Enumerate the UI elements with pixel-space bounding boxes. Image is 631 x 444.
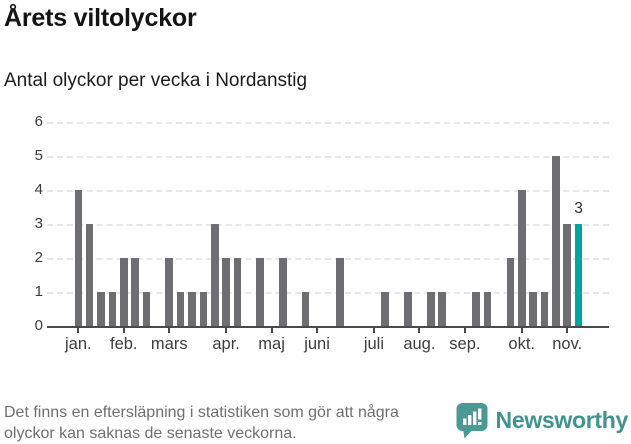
bar-week-39 — [506, 258, 515, 326]
y-axis-label-3: 3 — [34, 215, 43, 232]
page-title: Årets viltolyckor — [4, 4, 197, 32]
gridline-y-1 — [47, 292, 609, 294]
x-axis-label-feb: feb. — [110, 335, 138, 353]
newsworthy-branding: Newsworthy — [455, 401, 628, 439]
x-axis-line — [47, 326, 609, 328]
bar-chart-plot-area: jan. feb. mars apr. maj juni juli aug. sep. okt. n… — [47, 122, 609, 353]
x-axis-tick-juni — [316, 326, 319, 333]
bar-week-40 — [517, 190, 526, 326]
x-axis-tick-jan — [77, 326, 80, 333]
bar-week-21 — [301, 292, 310, 326]
gridline-y-6 — [47, 122, 609, 124]
bar-week-43 — [552, 156, 560, 326]
x-axis-label-apr: apr. — [212, 335, 240, 353]
x-axis-tick-aug — [418, 326, 421, 333]
bar-week-3 — [97, 292, 105, 326]
x-axis-tick-okt — [520, 326, 523, 333]
bar-week-37 — [483, 292, 492, 326]
bar-week-28 — [381, 292, 390, 326]
bar-week-33 — [438, 292, 446, 326]
x-axis-label-mars: mars — [150, 335, 188, 353]
chart-subtitle: Antal olyckor per vecka i Nordanstig — [4, 70, 308, 91]
bar-week-10 — [176, 292, 185, 326]
y-axis-label-0: 0 — [34, 317, 43, 334]
footnote-line-1: Det finns en eftersläpning i statistiken… — [4, 404, 399, 421]
bar-week-14 — [222, 258, 230, 326]
bar-week-1 — [74, 190, 83, 326]
x-axis-tick-apr — [225, 326, 228, 333]
bar-week-4 — [108, 292, 117, 326]
footnote-line-2: olyckor kan saknas de senaste veckorna. — [4, 425, 297, 442]
gridline-y-2 — [47, 258, 609, 260]
data-label-last-bar: 3 — [574, 200, 583, 217]
x-axis-tick-nov — [566, 326, 569, 333]
bar-week-30 — [404, 292, 412, 326]
y-axis-label-2: 2 — [34, 249, 43, 266]
x-axis-tick-juli — [372, 326, 375, 333]
x-axis-label-juli: juli — [363, 335, 384, 353]
y-axis-label-1: 1 — [34, 283, 43, 300]
bar-week-5 — [119, 258, 128, 326]
y-axis-label-6: 6 — [34, 113, 43, 130]
x-axis-label-aug: aug. — [403, 335, 436, 353]
x-axis-tick-feb — [122, 326, 125, 333]
bar-week-41 — [529, 292, 537, 326]
bar-week-44 — [563, 224, 571, 326]
bar-week-11 — [188, 292, 196, 326]
x-axis-label-jan: jan. — [64, 335, 92, 353]
x-axis-label-okt: okt. — [508, 335, 536, 353]
gridline-y-3 — [47, 224, 609, 226]
gridline-y-4 — [47, 190, 609, 192]
bar-week-6 — [131, 258, 139, 326]
bar-week-15 — [233, 258, 242, 326]
bar-week-17 — [256, 258, 264, 326]
bar-week-36 — [472, 292, 481, 326]
x-axis-tick-sep — [463, 326, 466, 333]
newsworthy-logo-icon — [456, 403, 488, 439]
bar-week-2 — [85, 224, 94, 326]
newsworthy-wordmark: Newsworthy — [495, 406, 629, 433]
bar-week-42 — [540, 292, 549, 326]
bar-week-12 — [199, 292, 208, 326]
gridline-y-5 — [47, 156, 609, 158]
bar-week-9 — [165, 258, 174, 326]
x-axis-label-maj: maj — [258, 335, 285, 353]
x-axis-tick-maj — [270, 326, 273, 333]
bar-week-13 — [210, 224, 219, 326]
bar-week-19 — [279, 258, 287, 326]
y-axis-label-5: 5 — [34, 147, 43, 164]
y-axis-label-4: 4 — [34, 181, 43, 198]
x-axis-label-sep: sep. — [449, 335, 481, 353]
bar-week-45-highlighted — [574, 224, 583, 326]
x-axis-label-nov: nov. — [552, 335, 583, 353]
bar-week-7 — [142, 292, 151, 326]
bar-week-32 — [426, 292, 435, 326]
x-axis-tick-mars — [168, 326, 171, 333]
footnote: Det finns en eftersläpning i statistiken… — [4, 402, 486, 444]
bar-week-24 — [336, 258, 344, 326]
x-axis-label-juni: juni — [304, 335, 330, 353]
